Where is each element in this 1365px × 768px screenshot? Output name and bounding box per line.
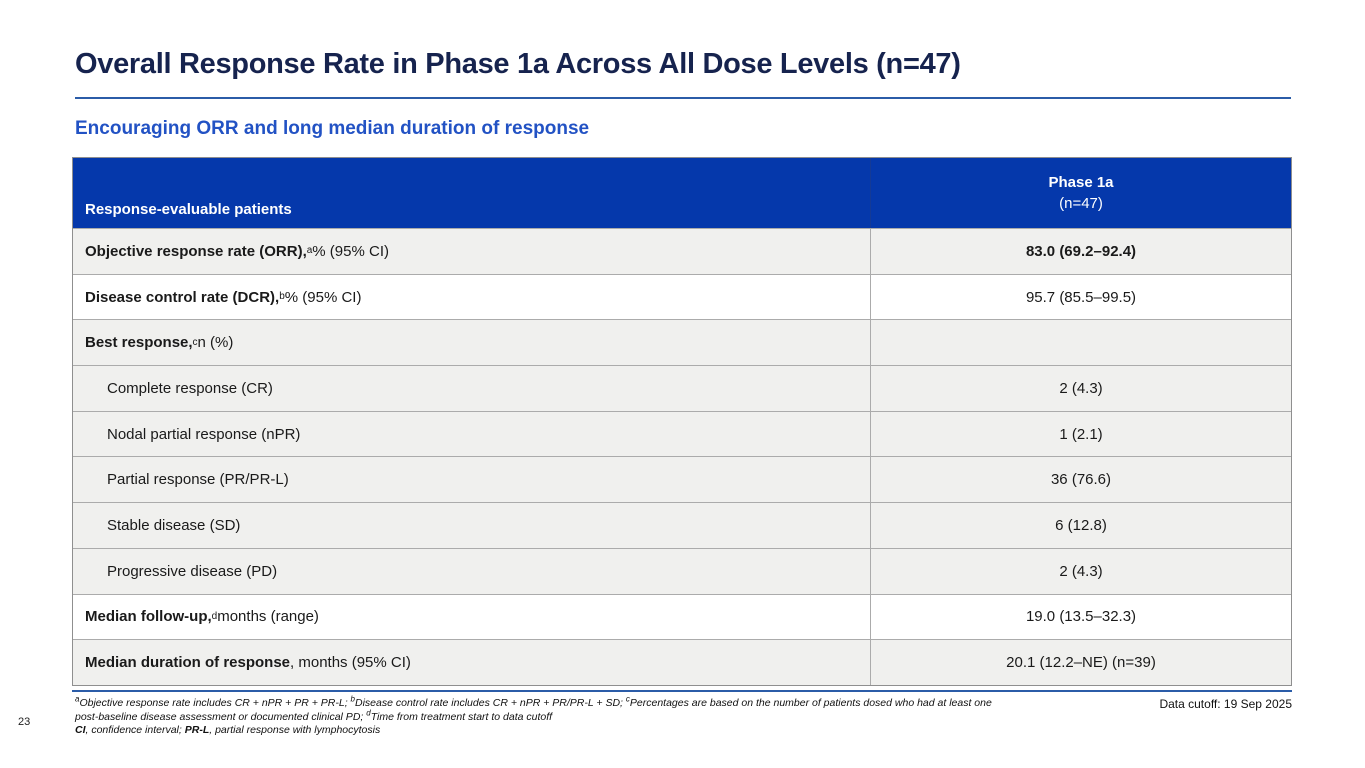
cohort-name: Phase 1a	[1048, 174, 1114, 191]
table-row-pd: Progressive disease (PD) 2 (4.3)	[73, 547, 1291, 594]
row-value: 20.1 (12.2–NE) (n=39)	[1006, 654, 1156, 672]
page-number: 23	[18, 716, 31, 728]
row-value: 83.0 (69.2–92.4)	[1025, 242, 1137, 260]
title-divider	[75, 97, 1291, 99]
row-label: Median duration of response, months (95%…	[73, 640, 871, 685]
table-row-sd: Stable disease (SD) 6 (12.8)	[73, 502, 1291, 548]
table-header-label: Response-evaluable patients	[73, 158, 871, 228]
page-title: Overall Response Rate in Phase 1a Across…	[75, 48, 961, 80]
row-label: Progressive disease (PD)	[73, 548, 871, 594]
table-header-cohort: Phase 1a (n=47)	[871, 158, 1291, 228]
table-row-orr: Objective response rate (ORR), a % (95% C…	[73, 228, 1291, 274]
footnotes: aObjective response rate includes CR + n…	[75, 694, 1155, 738]
table-row-cr: Complete response (CR) 2 (4.3)	[73, 365, 1291, 411]
row-value: 95.7 (85.5–99.5)	[1025, 288, 1137, 306]
table-row-best-response: Best response, c n (%)	[73, 319, 1291, 366]
row-value: 36 (76.6)	[1050, 471, 1112, 489]
table-row-median-followup: Median follow-up, d months (range) 19.0 (…	[73, 593, 1291, 640]
row-label: Best response, c n (%)	[73, 320, 871, 366]
row-label: Complete response (CR)	[73, 366, 871, 411]
footer-divider	[72, 690, 1292, 692]
row-value: 2 (4.3)	[1059, 562, 1103, 580]
footnote-marker: a	[75, 694, 80, 704]
footnote-marker: c	[625, 694, 630, 704]
footnote-marker: d	[366, 708, 371, 717]
row-value: 6 (12.8)	[1055, 516, 1107, 534]
slide-subtitle: Encouraging ORR and long median duration…	[75, 118, 590, 139]
row-label: Disease control rate (DCR), b % (95% CI)	[73, 274, 871, 320]
footnote-line-2: post-baseline disease assessment or docu…	[75, 708, 553, 723]
footnote-line-1: aObjective response rate includes CR + n…	[75, 694, 992, 709]
cohort-n: (n=47)	[1059, 195, 1103, 212]
table-row-npr: Nodal partial response (nPR) 1 (2.1)	[73, 410, 1291, 457]
row-value: 1 (2.1)	[1059, 425, 1103, 443]
row-label: Median follow-up, d months (range)	[73, 594, 871, 640]
footnote-marker: b	[350, 694, 355, 704]
data-cutoff-label: Data cutoff: 19 Sep 2025	[1159, 697, 1292, 711]
table-row-pr: Partial response (PR/PR-L) 36 (76.6)	[73, 456, 1291, 503]
row-label: Nodal partial response (nPR)	[73, 411, 871, 457]
row-label: Stable disease (SD)	[73, 503, 871, 548]
row-value: 19.0 (13.5–32.3)	[1025, 608, 1137, 626]
row-value: 2 (4.3)	[1059, 379, 1103, 397]
footnote-line-3: CI, confidence interval; PR-L, partial r…	[75, 724, 381, 736]
row-label: Partial response (PR/PR-L)	[73, 457, 871, 503]
table-header-row: Response-evaluable patients Phase 1a (n=…	[73, 158, 1291, 228]
table-row-median-dor: Median duration of response, months (95%…	[73, 639, 1291, 685]
row-value	[871, 320, 1291, 365]
table-row-dcr: Disease control rate (DCR), b % (95% CI) …	[73, 273, 1291, 320]
response-table: Response-evaluable patients Phase 1a (n=…	[72, 157, 1292, 686]
row-label: Objective response rate (ORR), a % (95% C…	[73, 229, 871, 274]
